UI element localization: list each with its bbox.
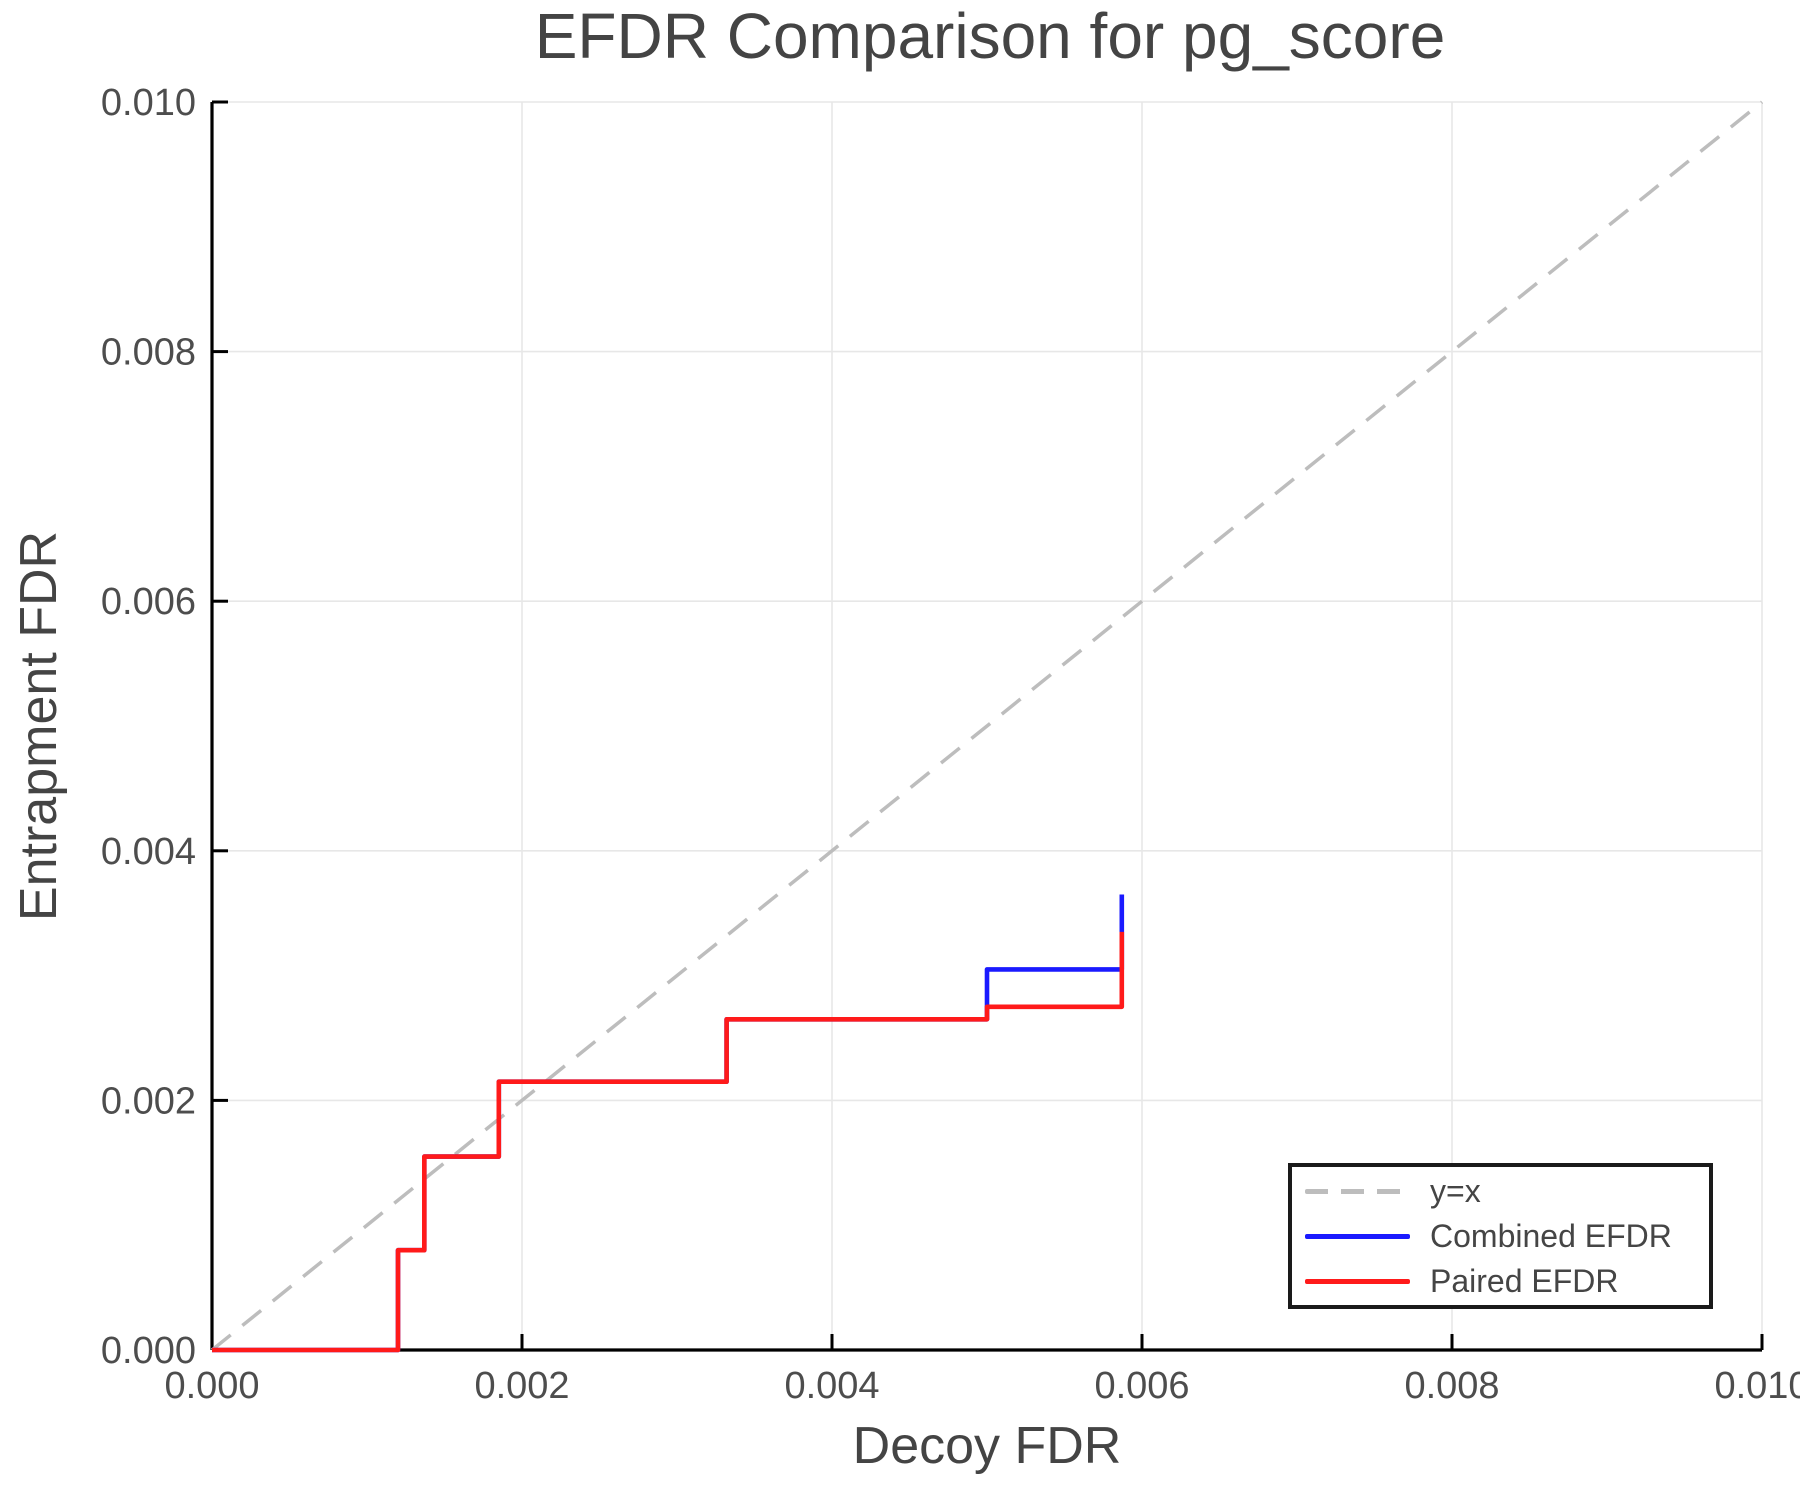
y-tick-label: 0.000 — [101, 1330, 196, 1372]
series-lines — [210, 100, 1764, 1353]
legend-item-paired: Paired EFDR — [1305, 1265, 1709, 1297]
legend-label-paired: Paired EFDR — [1430, 1263, 1619, 1299]
yx-dashed-line-sample — [1305, 1188, 1410, 1194]
x-tick-label: 0.004 — [784, 1365, 879, 1407]
legend-label-combined: Combined EFDR — [1430, 1218, 1672, 1254]
y-tick-label: 0.002 — [101, 1080, 196, 1122]
chart-title: EFDR Comparison for pg_score — [535, 0, 1446, 72]
y-tick-label: 0.006 — [101, 581, 196, 623]
y-axis-label: Entrapment FDR — [10, 531, 68, 921]
y-tick-label: 0.004 — [101, 831, 196, 873]
x-tick-label: 0.006 — [1094, 1365, 1189, 1407]
x-tick-label: 0.010 — [1714, 1365, 1800, 1407]
combined-efdr-line-sample — [1305, 1233, 1410, 1239]
paired-efdr-line-sample — [1305, 1278, 1410, 1284]
y-tick-label: 0.008 — [101, 332, 196, 374]
axes — [210, 100, 1764, 1352]
series-line-combined — [212, 894, 1125, 1353]
legend-label-yx: y=x — [1430, 1173, 1481, 1209]
x-tick-label: 0.000 — [164, 1365, 259, 1407]
y-tick-label: 0.010 — [101, 82, 196, 124]
legend-item-yx: y=x — [1305, 1175, 1709, 1207]
series-line-paired — [212, 931, 1125, 1353]
tick-labels: 0.000 0.002 0.004 0.006 0.008 0.010 0.000 0.002… — [101, 82, 1800, 1407]
legend-item-combined: Combined EFDR — [1305, 1220, 1709, 1252]
legend: y=x Combined EFDR Paired EFDR — [1288, 1163, 1713, 1309]
x-tick-label: 0.002 — [474, 1365, 569, 1407]
x-axis-label: Decoy FDR — [853, 1417, 1122, 1475]
x-tick-label: 0.008 — [1404, 1365, 1499, 1407]
series-line-yx — [210, 100, 1764, 1352]
